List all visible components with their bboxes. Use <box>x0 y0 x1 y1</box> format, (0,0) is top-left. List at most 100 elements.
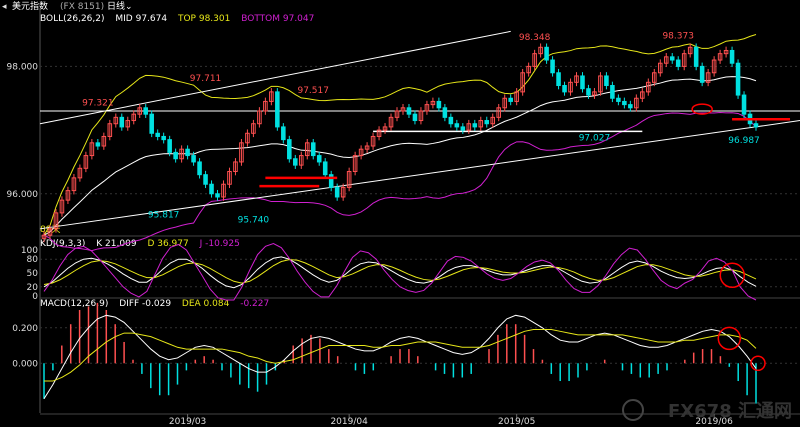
candle-down <box>436 100 442 109</box>
candle-up <box>723 49 729 55</box>
candle-down <box>741 94 747 115</box>
candle-up <box>687 46 693 55</box>
price-annotation: 98.373 <box>662 32 694 42</box>
candle-down <box>215 193 220 198</box>
candle-up <box>717 53 723 61</box>
watermark: FX678 汇通网 <box>667 401 792 422</box>
instrument-code: (FX 8151) <box>60 2 105 12</box>
candle-up <box>400 107 406 112</box>
candle-down <box>472 123 478 128</box>
candle-down <box>191 155 196 163</box>
boll-bottom: BOTTOM 97.047 <box>241 14 315 24</box>
candle-down <box>412 113 418 122</box>
candle-up <box>490 116 496 125</box>
candle-up <box>538 46 543 55</box>
candle-down <box>508 97 513 102</box>
candle-down <box>460 126 466 131</box>
date-tick-label: 2019/05 <box>498 417 535 427</box>
boll-mid-line <box>43 76 757 236</box>
candle-up <box>496 107 502 118</box>
candle-down <box>586 88 591 96</box>
chevron-down-icon[interactable]: ⌄ <box>125 2 133 12</box>
kdj-legend: KDJ(9,3,3) K 21.009 D 36.977 J -10.925 <box>40 238 248 250</box>
price-annotation: 97.711 <box>190 74 222 84</box>
candle-up <box>364 145 370 150</box>
candle-up <box>478 120 484 128</box>
candle-up <box>370 135 376 147</box>
candle-up <box>233 161 238 172</box>
candle-up <box>640 91 645 99</box>
candle-down <box>610 85 615 99</box>
candle-down <box>185 148 190 157</box>
candle-down <box>149 113 154 134</box>
candle-down <box>544 46 549 61</box>
candle-up <box>424 104 430 112</box>
candle-up <box>418 110 424 122</box>
kdj-tick-label: 100 <box>21 246 38 256</box>
candle-up <box>592 91 597 96</box>
kdj-j-line <box>43 243 757 301</box>
candle-down <box>209 183 214 195</box>
kdj-d: D 36.977 <box>147 239 189 249</box>
price-annotation: 97.027 <box>579 133 611 143</box>
candle-down <box>316 155 322 163</box>
candle-up <box>65 190 71 201</box>
candle-down <box>293 158 298 166</box>
candle-up <box>298 155 304 166</box>
price-annotation: 95.740 <box>238 215 270 225</box>
candle-down <box>454 123 460 128</box>
date-tick-label: 2019/03 <box>169 417 206 427</box>
candle-down <box>173 151 178 160</box>
candle-down <box>95 142 101 147</box>
candle-up <box>705 72 711 83</box>
highlight-circle <box>717 326 742 351</box>
candle-down <box>442 107 448 118</box>
candle-up <box>568 81 573 93</box>
candle-down <box>161 135 166 141</box>
candle-up <box>598 75 603 93</box>
candle-down <box>675 59 681 67</box>
candle-up <box>681 53 687 67</box>
kdj-d-line <box>43 259 757 285</box>
candle-up <box>89 142 95 157</box>
kdj-tick-label: 20 <box>27 283 39 293</box>
candle-up <box>652 72 657 83</box>
period-selector[interactable]: 日线 <box>107 2 126 12</box>
candle-up <box>526 65 531 74</box>
kdj-k-line <box>43 256 757 289</box>
candle-up <box>77 167 83 179</box>
price-annotation: 97.517 <box>297 86 329 96</box>
candle-up <box>239 142 244 163</box>
candle-down <box>556 72 561 87</box>
candle-down <box>622 100 627 106</box>
macd-tick-label: 0.200 <box>12 324 38 334</box>
date-tick-label: 2019/04 <box>330 417 368 427</box>
boll-label: BOLL(26,26,2) <box>40 14 105 24</box>
candle-up <box>663 56 669 64</box>
candle-down <box>119 116 125 128</box>
highlight-circle <box>750 355 766 372</box>
candle-up <box>376 129 382 137</box>
macd-dea: DEA 0.084 <box>181 299 230 309</box>
trend-channel-upper <box>39 30 511 125</box>
candle-up <box>657 62 663 74</box>
boll-top-line <box>43 34 757 236</box>
highlight-circle <box>691 103 713 115</box>
back-arrow-icon[interactable]: ◂ <box>2 2 7 12</box>
candle-up <box>125 120 131 128</box>
candle-up <box>646 81 651 93</box>
boll-bottom-line <box>43 112 757 252</box>
candle-up <box>221 183 226 198</box>
candle-up <box>711 59 717 74</box>
candle-down <box>275 91 280 128</box>
macd-tick-label: 0.000 <box>12 359 38 369</box>
candle-up <box>352 155 358 172</box>
candle-up <box>634 97 639 109</box>
candle-up <box>71 177 77 192</box>
candle-up <box>358 148 364 157</box>
candle-down <box>448 116 454 125</box>
candle-up <box>101 135 107 147</box>
kdj-label: KDJ(9,3,3) <box>40 239 86 249</box>
candle-up <box>269 91 274 102</box>
